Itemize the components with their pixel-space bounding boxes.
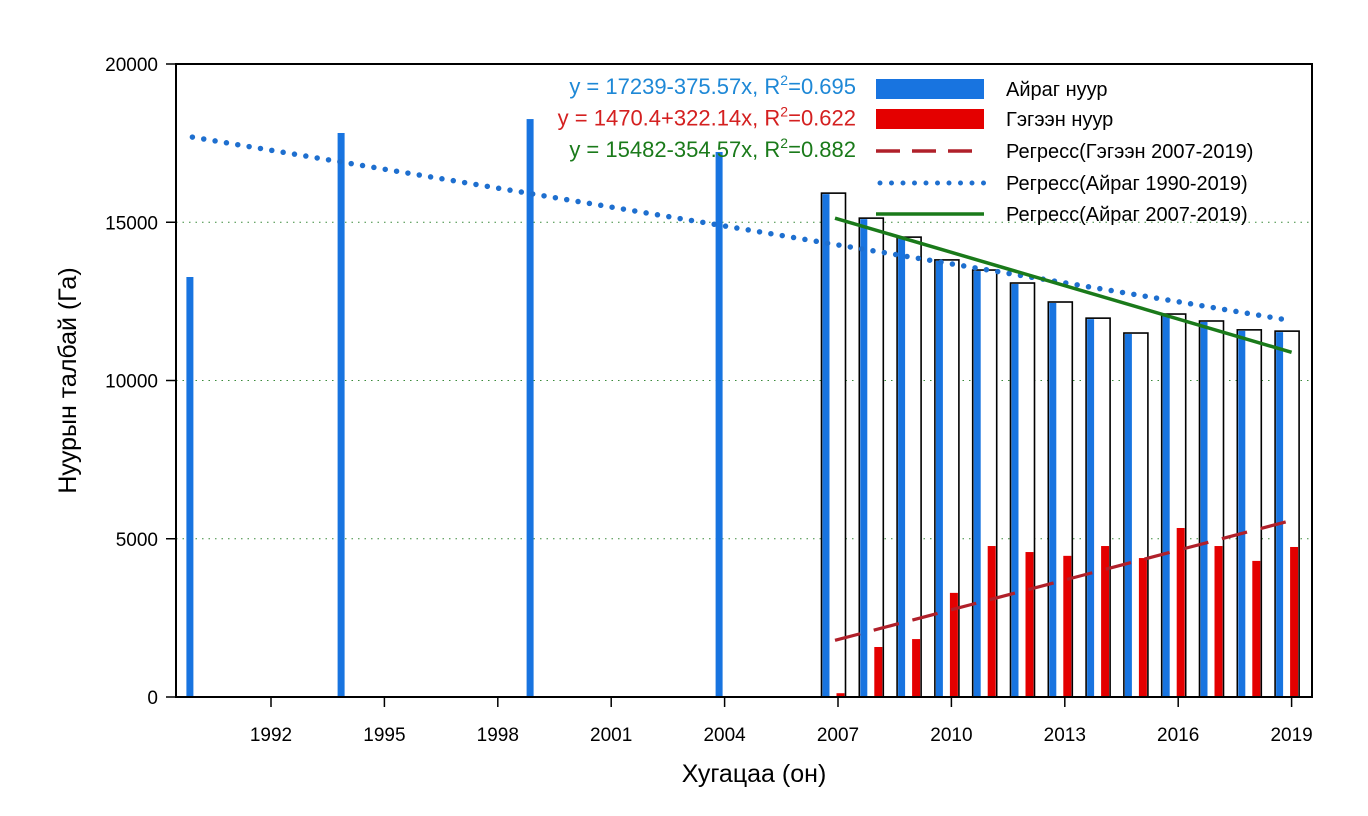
legend-label: Регресс(Айраг 1990-2019) <box>1006 173 1248 195</box>
x-tick-label: 1998 <box>477 725 519 746</box>
legend: Айраг нуур Гэгээн нуур Регресс(Гэгээн 2007… <box>876 79 1253 226</box>
gridlines <box>176 221 1312 540</box>
bar-gegeen <box>836 693 845 697</box>
x-tick-label: 1992 <box>250 725 292 746</box>
y-axis-title: Нуурын талбай (Га) <box>54 267 82 493</box>
x-tick-label: 1995 <box>363 725 405 746</box>
bars <box>186 119 1300 698</box>
x-axis: 1992 1995 1998 2001 2004 2007 2010 2013 2016 2019 <box>250 697 1313 746</box>
bar-airag <box>1276 332 1284 697</box>
bar-gegeen <box>1214 546 1223 697</box>
bar-airag <box>1124 334 1132 697</box>
regression-lines <box>189 134 1295 642</box>
legend-label: Гэгээн нуур <box>1006 109 1113 131</box>
x-tick-label: 2019 <box>1270 725 1312 746</box>
x-tick-label: 2001 <box>590 725 632 746</box>
bar-airag <box>1238 330 1246 697</box>
bar-gegeen <box>1176 527 1185 697</box>
bar-airag <box>526 119 534 698</box>
bar-airag <box>1011 284 1019 697</box>
regression-equation: y = 1470.4+322.14x, R2=0.622 <box>558 104 856 131</box>
bar-airag <box>715 151 723 697</box>
regression-equation: y = 17239-375.57x, R2=0.695 <box>569 72 856 99</box>
bar-airag <box>1162 315 1170 697</box>
bar-airag <box>1200 321 1208 697</box>
bar-gegeen <box>1101 546 1110 697</box>
bar-airag <box>337 132 345 697</box>
bar-gegeen <box>1063 555 1072 697</box>
legend-label: Регресс(Гэгээн 2007-2019) <box>1006 141 1253 163</box>
bar-gegeen <box>1025 552 1034 697</box>
legend-label: Регресс(Айраг 2007-2019) <box>1006 204 1248 226</box>
regression-line-dotted <box>189 134 1295 324</box>
y-tick-label: 0 <box>147 688 158 709</box>
bar-gegeen <box>1290 546 1299 697</box>
legend-swatch <box>876 109 984 129</box>
bar-gegeen <box>1138 558 1147 697</box>
x-tick-label: 2016 <box>1157 725 1199 746</box>
bar-airag <box>973 271 981 697</box>
bar-gegeen <box>1252 560 1261 697</box>
regression-equation: y = 15482-354.57x, R2=0.882 <box>569 135 856 162</box>
y-axis: 0 5000 10000 15000 20000 <box>105 55 176 709</box>
bar-gegeen <box>874 646 883 697</box>
x-axis-title: Хугацаа (он) <box>682 760 827 788</box>
legend-swatch <box>876 79 984 99</box>
bar-airag <box>1049 303 1057 697</box>
y-tick-label: 5000 <box>116 530 158 551</box>
bar-airag <box>1087 319 1095 697</box>
bar-airag <box>898 238 906 698</box>
bar-gegeen <box>912 639 921 697</box>
bar-gegeen <box>949 592 958 697</box>
x-tick-label: 2010 <box>930 725 972 746</box>
regression-equations: y = 17239-375.57x, R2=0.695 y = 1470.4+32… <box>558 72 856 162</box>
regression-line-solid <box>834 216 1293 355</box>
x-tick-label: 2004 <box>703 725 746 746</box>
y-tick-label: 15000 <box>105 213 158 234</box>
y-tick-label: 10000 <box>105 372 158 393</box>
bar-airag <box>186 277 194 697</box>
bar-gegeen <box>987 546 996 697</box>
x-tick-label: 2013 <box>1044 725 1086 746</box>
x-tick-label: 2007 <box>817 725 859 746</box>
legend-label: Айраг нуур <box>1006 79 1108 101</box>
bar-airag <box>935 260 943 697</box>
bar-airag <box>860 219 868 697</box>
y-tick-label: 20000 <box>105 55 158 76</box>
bar-airag <box>822 194 830 697</box>
